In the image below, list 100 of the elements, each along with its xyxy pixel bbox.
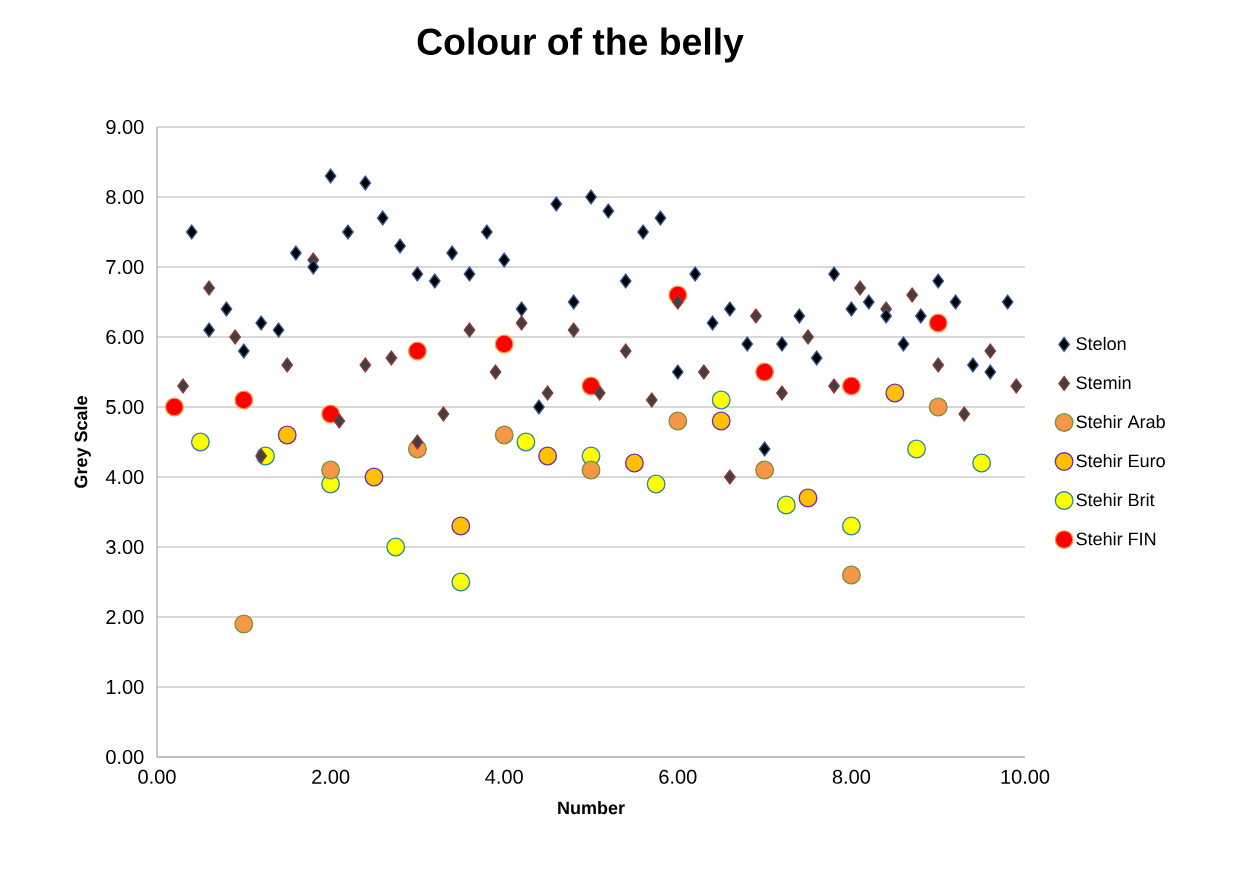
point	[619, 343, 632, 359]
point	[394, 238, 406, 254]
legend-label: Stehir Euro	[1076, 454, 1165, 468]
point	[307, 259, 320, 275]
point	[1010, 378, 1023, 394]
point	[845, 301, 858, 317]
y-tick-label: 2.00	[106, 609, 144, 625]
point	[671, 294, 684, 310]
point	[237, 343, 250, 359]
y-axis-title: Grey Scale	[74, 396, 91, 488]
point	[907, 439, 926, 459]
point	[972, 453, 992, 473]
point	[359, 175, 372, 191]
point	[359, 357, 372, 373]
point	[446, 245, 458, 261]
x-tick-label: 10.00	[1001, 769, 1050, 784]
point	[706, 315, 719, 331]
point	[567, 294, 580, 310]
point	[581, 460, 601, 480]
point	[489, 364, 502, 380]
point	[234, 614, 254, 634]
point	[567, 322, 580, 338]
point	[906, 287, 919, 303]
point	[277, 425, 297, 445]
point	[776, 336, 788, 352]
point	[932, 357, 945, 373]
point	[386, 537, 406, 557]
x-tick-label: 0.00	[138, 769, 176, 784]
point	[928, 397, 948, 417]
point	[724, 469, 736, 485]
point	[185, 224, 198, 240]
x-axis-title: Number	[558, 801, 625, 815]
x-tick-label: 2.00	[312, 769, 350, 784]
point	[229, 329, 241, 345]
point	[668, 411, 688, 431]
point	[220, 301, 233, 317]
y-tick-label: 7.00	[106, 259, 144, 275]
point	[407, 341, 427, 361]
point	[272, 322, 285, 338]
point	[602, 203, 615, 219]
point	[862, 294, 875, 310]
point	[585, 189, 597, 205]
point	[793, 308, 806, 324]
point	[750, 308, 762, 324]
point	[550, 196, 563, 212]
y-tick-label: 3.00	[106, 539, 144, 555]
point	[385, 350, 398, 366]
point	[671, 364, 684, 380]
legend-label: Stehir Arab	[1076, 414, 1165, 429]
point	[203, 322, 215, 338]
point	[428, 273, 441, 289]
point	[841, 376, 861, 396]
point	[810, 350, 823, 366]
point	[437, 406, 450, 422]
point	[755, 460, 775, 480]
point	[234, 390, 254, 410]
point	[967, 357, 979, 373]
y-tick-label: 1.00	[106, 679, 144, 695]
point	[364, 467, 384, 487]
legend-label: Stelon	[1076, 336, 1126, 351]
point	[376, 210, 389, 226]
x-tick-label: 8.00	[832, 769, 871, 784]
point	[776, 385, 788, 401]
point	[885, 383, 905, 403]
y-tick-label: 0.00	[106, 749, 144, 765]
point	[411, 434, 424, 450]
point	[802, 329, 814, 345]
point	[177, 378, 189, 394]
y-tick-label: 8.00	[106, 189, 144, 205]
point	[689, 266, 702, 282]
point	[637, 224, 649, 240]
y-tick-label: 5.00	[106, 399, 144, 415]
y-tick-label: 9.00	[106, 119, 144, 135]
x-tick-label: 6.00	[659, 769, 697, 784]
point	[1001, 294, 1014, 310]
point	[932, 273, 945, 289]
point	[724, 301, 736, 317]
point	[914, 308, 927, 324]
point	[463, 266, 476, 282]
point	[451, 572, 471, 592]
point	[538, 446, 558, 466]
x-tick-label: 4.00	[485, 769, 523, 784]
chart-title: Colour of the belly	[417, 27, 744, 63]
point	[646, 474, 666, 494]
y-tick-label: 4.00	[105, 469, 144, 485]
point	[321, 460, 341, 480]
point	[758, 441, 771, 457]
legend-label: Stehir FIN	[1076, 532, 1156, 546]
point	[654, 210, 667, 226]
point	[498, 252, 511, 268]
point	[516, 432, 536, 452]
point	[958, 406, 971, 422]
point	[854, 280, 866, 296]
point	[451, 516, 471, 536]
point	[480, 224, 493, 240]
point	[624, 453, 644, 473]
point	[984, 343, 997, 359]
point	[290, 245, 302, 261]
point	[755, 362, 775, 382]
point	[593, 385, 606, 401]
